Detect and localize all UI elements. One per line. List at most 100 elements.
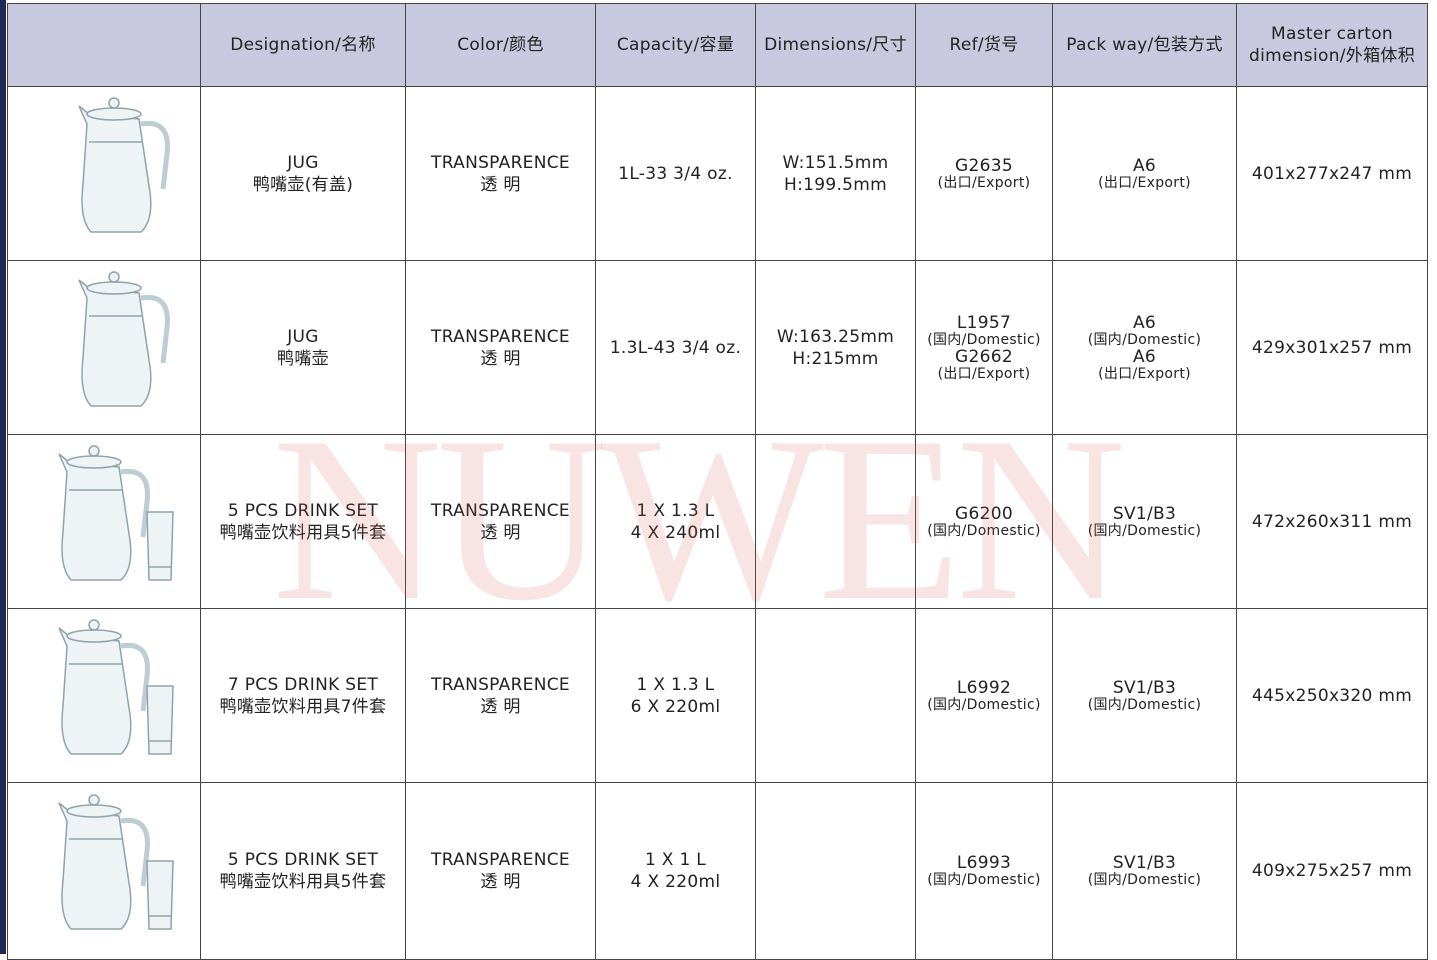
code-text: L6993 (956, 853, 1012, 873)
product-image-cell (7, 435, 201, 609)
code-text: A6 (1132, 312, 1157, 333)
cell-text: 鸭嘴壶饮料用具7件套 (219, 696, 387, 717)
color-cell: TRANSPARENCE 透 明 (406, 261, 596, 435)
dimensions-cell (756, 783, 916, 960)
note-text: (出口/Export) (1098, 365, 1191, 382)
cell-text: TRANSPARENCE (431, 500, 570, 521)
code-text: L6992 (956, 677, 1012, 698)
designation-cell: 5 PCS DRINK SET 鸭嘴壶饮料用具5件套 (201, 435, 406, 609)
header-text: Ref/货号 (949, 35, 1019, 55)
note-text: (国内/Domestic) (1087, 522, 1202, 539)
cell-text: 1.3L-43 3/4 oz. (609, 337, 742, 358)
ref-cell: L6993 (国内/Domestic) (916, 783, 1053, 960)
header-text: dimension/外箱体积 (1249, 46, 1415, 66)
code-text: G2662 (955, 346, 1013, 367)
pack-cell: A6 (国内/Domestic) A6 (出口/Export) (1053, 261, 1237, 435)
cell-text: TRANSPARENCE (431, 850, 570, 870)
color-cell: TRANSPARENCE 透 明 (406, 435, 596, 609)
pack-cell: SV1/B3 (国内/Domestic) (1053, 435, 1237, 609)
cell-text: 透 明 (480, 174, 521, 195)
note-text: (出口/Export) (937, 174, 1031, 191)
cell-text: TRANSPARENCE (431, 674, 570, 695)
header-cell: Designation/名称 (201, 3, 406, 87)
product-image (58, 444, 174, 581)
product-image (78, 270, 170, 407)
code-text: A6 (1132, 346, 1157, 367)
cell-text: 4 X 220ml (630, 872, 721, 892)
cell-text: 鸭嘴壶饮料用具5件套 (219, 522, 387, 543)
note-text: (国内/Domestic) (1087, 696, 1202, 713)
cell-text: 透 明 (480, 522, 521, 543)
carton-cell: 445x250x320 mm (1237, 609, 1428, 783)
note-text: (国内/Domestic) (927, 696, 1041, 713)
cell-text: W:163.25mm (776, 326, 895, 347)
designation-cell: 5 PCS DRINK SET 鸭嘴壶饮料用具5件套 (201, 783, 406, 960)
note-text: (国内/Domestic) (927, 331, 1041, 348)
header-cell: Dimensions/尺寸 (756, 3, 916, 87)
product-image-cell (7, 609, 201, 783)
cell-text: 445x250x320 mm (1251, 685, 1413, 706)
product-image-cell (7, 87, 201, 261)
cell-text: 1L-33 3/4 oz. (618, 163, 733, 184)
cell-text: JUG (287, 326, 319, 347)
note-text: (国内/Domestic) (927, 872, 1041, 888)
ref-cell: G2635 (出口/Export) (916, 87, 1053, 261)
cell-text: 7 PCS DRINK SET (227, 674, 379, 695)
code-text: SV1/B3 (1112, 853, 1177, 873)
cell-text: JUG (287, 152, 319, 173)
header-cell: Master carton dimension/外箱体积 (1237, 3, 1428, 87)
product-image-cell (7, 261, 201, 435)
capacity-cell: 1L-33 3/4 oz. (596, 87, 756, 261)
cell-text: 鸭嘴壶(有盖) (252, 174, 354, 195)
header-text: Color/颜色 (457, 35, 544, 55)
cell-text: 472x260x311 mm (1251, 511, 1413, 532)
cell-text: 透 明 (480, 696, 521, 717)
code-text: L1957 (956, 312, 1012, 333)
cell-text: 401x277x247 mm (1251, 163, 1413, 184)
carton-cell: 401x277x247 mm (1237, 87, 1428, 261)
code-text: SV1/B3 (1112, 503, 1177, 524)
carton-cell: 472x260x311 mm (1237, 435, 1428, 609)
product-image (58, 794, 174, 930)
header-cell: Capacity/容量 (596, 3, 756, 87)
cell-text: H:215mm (792, 348, 879, 369)
color-cell: TRANSPARENCE 透 明 (406, 609, 596, 783)
header-text: Dimensions/尺寸 (764, 35, 907, 55)
header-cell: Ref/货号 (916, 3, 1053, 87)
cell-text: 透 明 (480, 348, 521, 369)
cell-text: 鸭嘴壶饮料用具5件套 (219, 872, 387, 892)
note-text: (出口/Export) (1098, 174, 1191, 191)
cell-text: TRANSPARENCE (431, 152, 570, 173)
dimensions-cell (756, 435, 916, 609)
code-text: G6200 (955, 503, 1013, 524)
note-text: (国内/Domestic) (1087, 872, 1202, 888)
product-image-cell (7, 783, 201, 960)
code-text: A6 (1132, 155, 1157, 176)
cell-text: 5 PCS DRINK SET (227, 850, 379, 870)
cell-text: 409x275x257 mm (1251, 861, 1413, 881)
cell-text: 透 明 (480, 872, 521, 892)
cell-text: 鸭嘴壶 (277, 348, 329, 369)
ref-cell: L6992 (国内/Domestic) (916, 609, 1053, 783)
dimensions-cell: W:163.25mm H:215mm (756, 261, 916, 435)
header-text: Pack way/包装方式 (1066, 35, 1223, 55)
header-text: Designation/名称 (230, 35, 376, 55)
dimensions-cell (756, 609, 916, 783)
designation-cell: JUG 鸭嘴壶(有盖) (201, 87, 406, 261)
code-text: G2635 (955, 155, 1013, 176)
cell-text: 429x301x257 mm (1251, 337, 1413, 358)
cell-text: TRANSPARENCE (431, 326, 570, 347)
pack-cell: SV1/B3 (国内/Domestic) (1053, 609, 1237, 783)
cell-text: H:199.5mm (784, 174, 887, 195)
cell-text: 6 X 220ml (630, 696, 721, 717)
color-cell: TRANSPARENCE 透 明 (406, 783, 596, 960)
header-cell (7, 3, 201, 87)
dimensions-cell: W:151.5mm H:199.5mm (756, 87, 916, 261)
pack-cell: SV1/B3 (国内/Domestic) (1053, 783, 1237, 960)
cell-text: 4 X 240ml (630, 522, 721, 543)
